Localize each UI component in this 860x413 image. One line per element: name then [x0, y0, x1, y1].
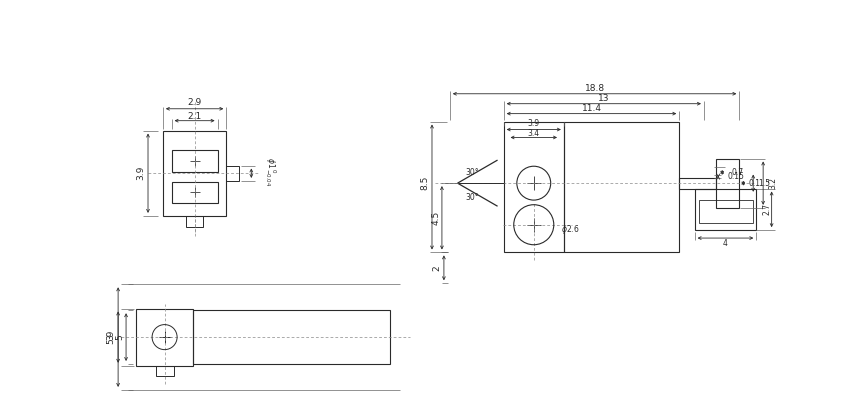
Text: 2.9: 2.9 [187, 98, 202, 107]
Bar [136, 309, 194, 366]
Bar [695, 189, 756, 230]
Text: 2.7: 2.7 [762, 203, 771, 215]
Bar [186, 216, 203, 227]
Text: 4.5: 4.5 [432, 211, 440, 225]
Bar [163, 131, 226, 216]
Text: 3: 3 [107, 334, 115, 340]
Text: 0.1: 0.1 [748, 179, 760, 188]
Text: 1.5: 1.5 [759, 179, 771, 188]
Text: 3.2: 3.2 [768, 177, 777, 189]
Text: 8.5: 8.5 [421, 176, 429, 190]
Bar [172, 150, 218, 171]
Text: 13: 13 [598, 94, 610, 103]
Text: 2: 2 [433, 265, 441, 271]
Text: 3.9: 3.9 [137, 166, 145, 180]
Text: 5.9: 5.9 [107, 330, 115, 344]
Bar [504, 121, 564, 252]
Text: 0.7: 0.7 [731, 168, 743, 177]
Text: 30°: 30° [465, 192, 479, 202]
Bar [679, 178, 716, 189]
Bar [564, 121, 679, 252]
Text: 2.1: 2.1 [187, 112, 202, 121]
Text: 3.9: 3.9 [528, 119, 540, 128]
Bar [194, 310, 390, 364]
Text: 4: 4 [723, 239, 728, 247]
Bar [172, 182, 218, 203]
Text: 5: 5 [115, 334, 125, 340]
Text: 0.15: 0.15 [728, 172, 744, 181]
Text: $\phi$2.6: $\phi$2.6 [562, 223, 580, 236]
Text: $\phi$1$\,^{0}_{-0.04}$: $\phi$1$\,^{0}_{-0.04}$ [263, 157, 278, 186]
Bar [226, 166, 239, 181]
Text: 11.4: 11.4 [581, 104, 601, 113]
Text: 18.8: 18.8 [585, 84, 605, 93]
Text: 30°: 30° [465, 168, 479, 177]
Bar [699, 200, 753, 223]
Bar [716, 159, 740, 208]
Bar [156, 366, 174, 376]
Text: 3.4: 3.4 [528, 129, 540, 138]
